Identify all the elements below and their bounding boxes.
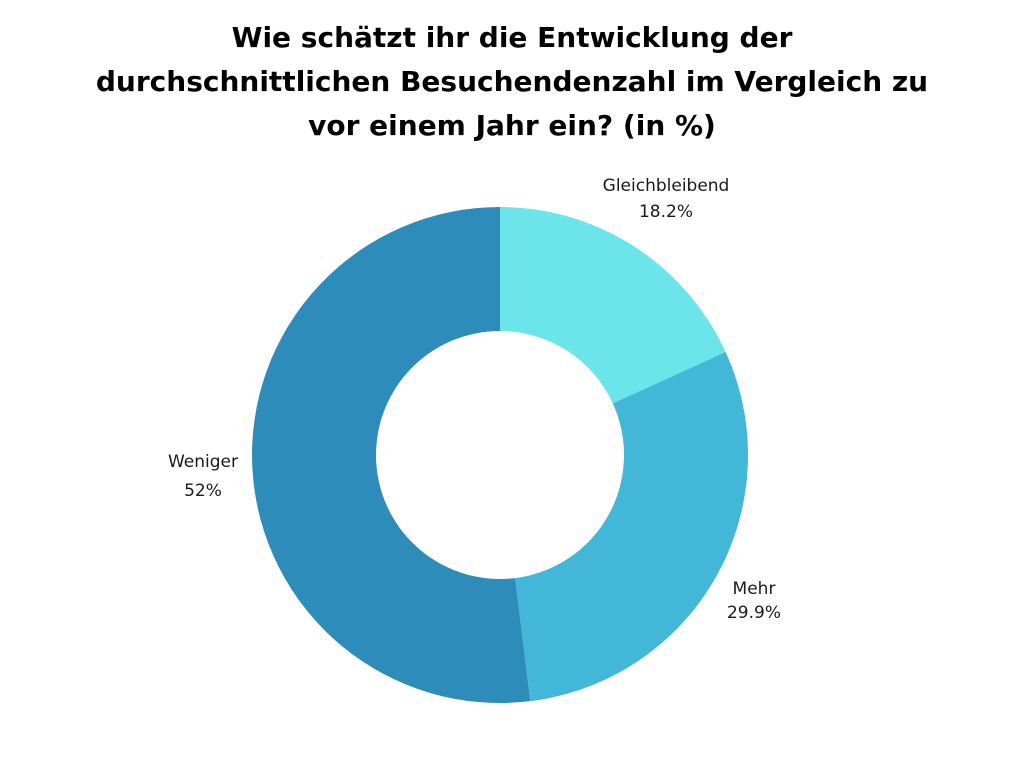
donut-slices <box>251 207 748 704</box>
slice-label-name-mehr: Mehr <box>733 579 776 599</box>
chart-title: Wie schätzt ihr die Entwicklung der durc… <box>62 16 962 148</box>
slice-label-name-gleichbleibend: Gleichbleibend <box>603 176 730 196</box>
chart-title-line-1: Wie schätzt ihr die Entwicklung der <box>231 21 793 54</box>
chart-title-line-3: vor einem Jahr ein? (in %) <box>308 109 716 142</box>
slice-weniger <box>251 207 531 704</box>
donut-labels: Gleichbleibend 18.2% Mehr 29.9% Weniger 52% <box>168 176 781 623</box>
slice-label-name-weniger: Weniger <box>168 452 238 472</box>
chart-title-line-2: durchschnittlichen Besuchendenzahl im Ve… <box>95 65 929 98</box>
slice-label-value-weniger: 52% <box>184 481 222 501</box>
slice-mehr <box>515 351 748 702</box>
slice-label-value-mehr: 29.9% <box>727 603 781 623</box>
slice-label-value-gleichbleibend: 18.2% <box>639 202 693 222</box>
slice-gleichbleibend <box>500 207 726 404</box>
